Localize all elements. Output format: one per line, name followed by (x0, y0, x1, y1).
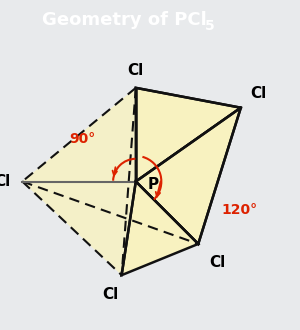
Text: Cl: Cl (128, 63, 144, 78)
Polygon shape (22, 88, 136, 182)
Text: Cl: Cl (0, 174, 11, 189)
Text: 5: 5 (205, 19, 215, 33)
Text: Cl: Cl (251, 85, 267, 101)
Polygon shape (136, 88, 241, 182)
Text: P: P (147, 177, 158, 192)
Text: Cl: Cl (102, 286, 119, 302)
Polygon shape (122, 182, 198, 275)
Polygon shape (22, 182, 136, 275)
Text: Geometry of PCl: Geometry of PCl (42, 11, 207, 29)
Text: 120°: 120° (221, 203, 257, 217)
Polygon shape (136, 108, 241, 244)
Text: 90°: 90° (69, 132, 95, 146)
Text: Cl: Cl (210, 255, 226, 270)
